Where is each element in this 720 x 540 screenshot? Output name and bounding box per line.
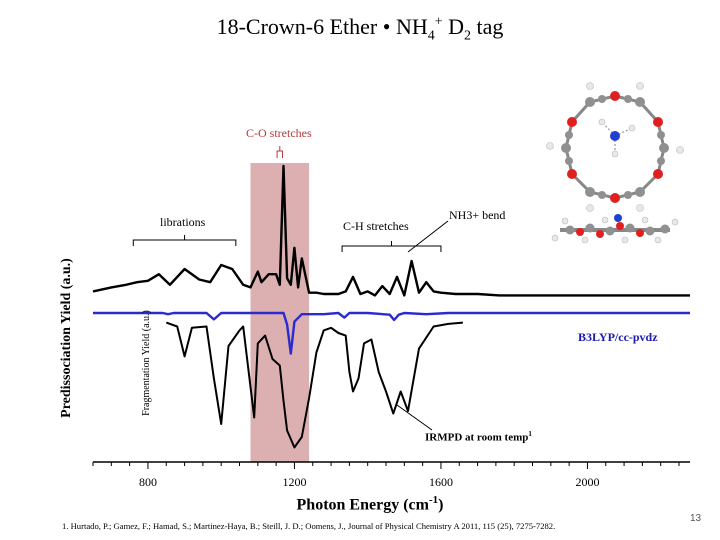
page-title: 18-Crown-6 Ether • NH4+ D2 tag: [216, 14, 504, 44]
b3lyp-label: B3LYP/cc-pvdz: [578, 330, 658, 344]
y-axis-label: Predissociation Yield (a.u.): [59, 258, 74, 418]
irmpd-label: IRMPD at room temp1: [425, 430, 532, 444]
page-number: 13: [690, 513, 702, 524]
series-layer: [92, 164, 690, 449]
series-line-2: [165, 321, 463, 449]
crown-ether-top-view: [546, 82, 684, 212]
citation: 1. Hurtado, P.; Gamez, F.; Hamad, S.; Ma…: [62, 521, 556, 531]
y-axis-label-secondary: Fragmentation Yield (a.u.): [141, 310, 152, 416]
crown-ether-side-view: [551, 214, 679, 244]
co-stretches-label: C-O stretches: [246, 126, 312, 140]
x-tick-label: 1600: [429, 475, 453, 489]
nh3-bend-leader: [407, 220, 449, 253]
series-line-1: [93, 311, 690, 355]
series-line-0: [92, 164, 690, 297]
librations-label: librations: [160, 215, 206, 229]
x-tick-label: 1200: [282, 475, 306, 489]
x-axis-ticks: 800 1200 1600 2000: [92, 462, 680, 489]
x-tick-label: 800: [139, 475, 157, 489]
x-axis-label: Photon Energy (cm-1): [296, 494, 444, 514]
librations-bracket: [132, 235, 237, 246]
co-stretches-bracket: [276, 146, 283, 158]
nh3-bend-label: NH3+ bend: [449, 208, 506, 222]
annotation-brackets: [132, 146, 442, 252]
ch-stretches-bracket: [341, 241, 442, 252]
irmpd-leader: [396, 404, 433, 431]
annotation-leaders: [396, 220, 449, 431]
x-tick-label: 2000: [575, 475, 599, 489]
ch-stretches-label: C-H stretches: [343, 219, 409, 233]
molecule-structure-image: [546, 82, 684, 244]
